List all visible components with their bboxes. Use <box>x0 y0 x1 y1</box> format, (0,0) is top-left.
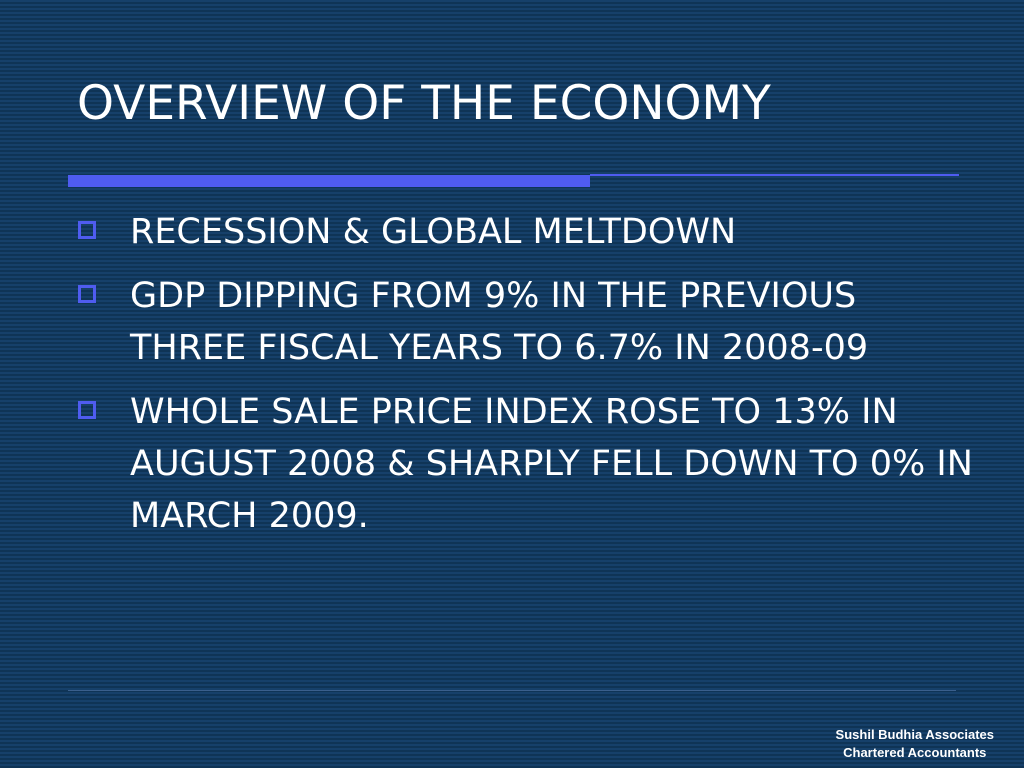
footer-firm-name: Sushil Budhia Associates <box>835 727 994 742</box>
footer-firm-title: Chartered Accountants <box>843 745 987 760</box>
bullet-text: GDP DIPPING FROM 9% IN THE PREVIOUS THRE… <box>130 276 869 368</box>
bullet-text: RECESSION & GLOBAL MELTDOWN <box>130 212 737 252</box>
footer-attribution: Sushil Budhia Associates Chartered Accou… <box>836 726 994 762</box>
footer-divider <box>68 690 956 691</box>
square-bullet-icon <box>78 401 96 419</box>
square-bullet-icon <box>78 285 96 303</box>
slide-title: OVERVIEW OF THE ECONOMY <box>77 76 771 131</box>
title-underline-thin <box>590 174 959 176</box>
bullet-text: WHOLE SALE PRICE INDEX ROSE TO 13% IN AU… <box>130 392 973 536</box>
bullet-item: RECESSION & GLOBAL MELTDOWN <box>78 206 978 258</box>
square-bullet-icon <box>78 221 96 239</box>
bullet-item: GDP DIPPING FROM 9% IN THE PREVIOUS THRE… <box>78 270 978 374</box>
title-underline-thick <box>68 175 590 187</box>
bullet-item: WHOLE SALE PRICE INDEX ROSE TO 13% IN AU… <box>78 386 978 542</box>
bullet-list: RECESSION & GLOBAL MELTDOWN GDP DIPPING … <box>78 206 978 554</box>
